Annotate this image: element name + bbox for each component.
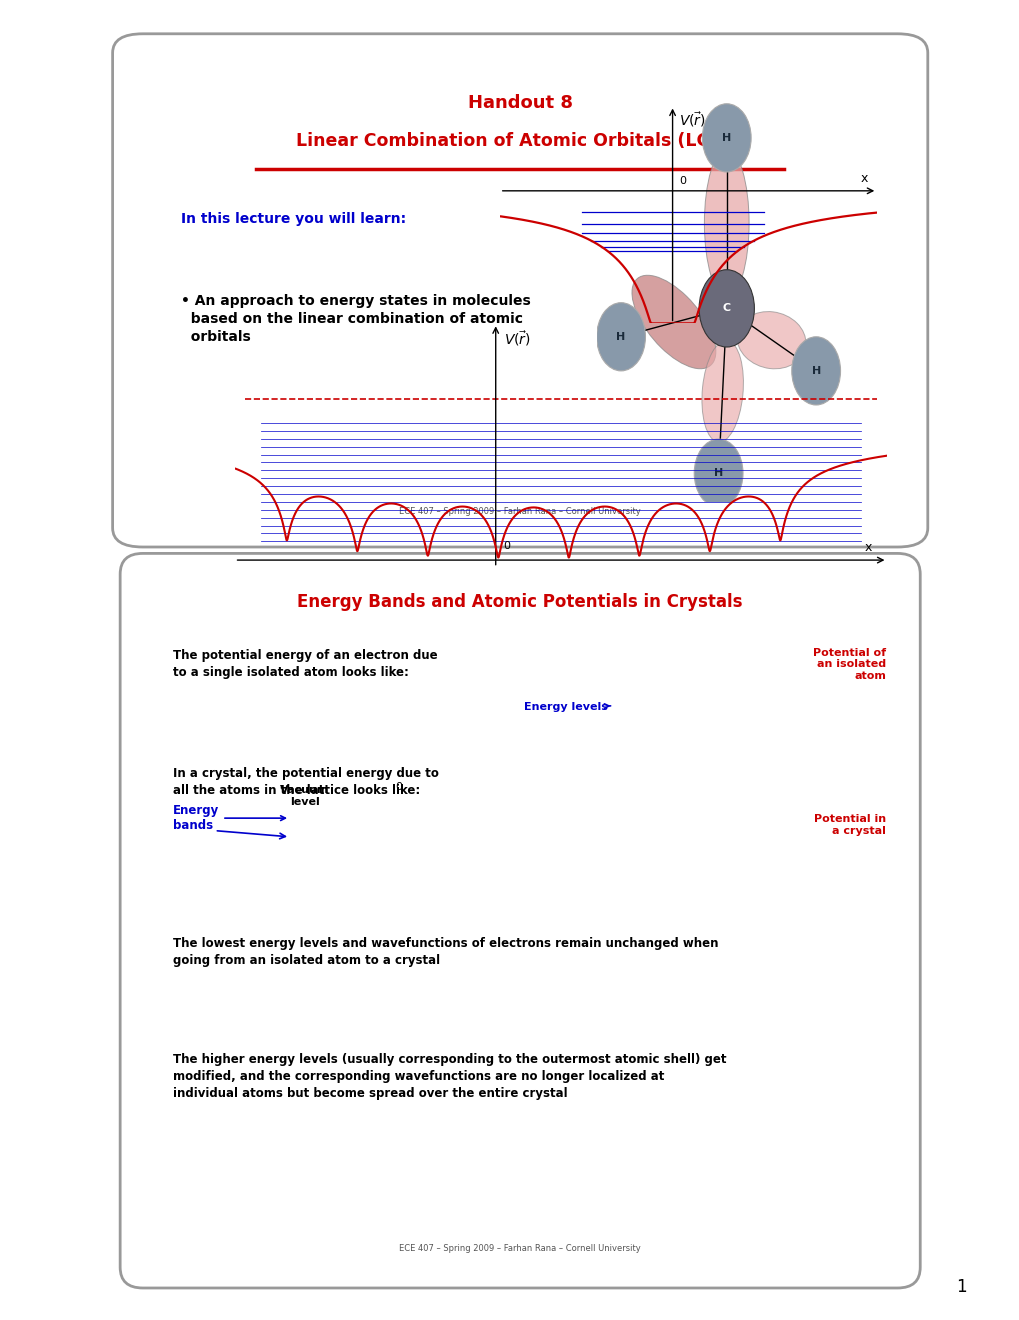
Text: Vacuum
level: Vacuum level [280,785,329,807]
Text: Potential of
an isolated
atom: Potential of an isolated atom [812,648,886,681]
Text: H: H [713,469,722,478]
Text: H: H [615,331,625,342]
Text: x: x [863,541,871,554]
FancyBboxPatch shape [120,553,919,1288]
Text: C: C [722,304,730,313]
Text: H: H [811,366,820,376]
Text: 0: 0 [679,176,686,186]
Text: In this lecture you will learn:: In this lecture you will learn: [180,213,406,226]
Text: H: H [721,133,731,143]
Text: Linear Combination of Atomic Orbitals (LCAO): Linear Combination of Atomic Orbitals (L… [296,132,744,149]
Text: 0: 0 [395,781,403,792]
Text: $V(\vec{r})$: $V(\vec{r})$ [503,329,530,347]
Text: Energy Bands and Atomic Potentials in Crystals: Energy Bands and Atomic Potentials in Cr… [298,593,742,611]
Text: The potential energy of an electron due
to a single isolated atom looks like:: The potential energy of an electron due … [173,649,437,680]
Text: ECE 407 – Spring 2009 – Farhan Rana – Cornell University: ECE 407 – Spring 2009 – Farhan Rana – Co… [398,1245,641,1254]
Text: ECE 407 – Spring 2009 – Farhan Rana – Cornell University: ECE 407 – Spring 2009 – Farhan Rana – Co… [398,507,641,516]
Text: • An approach to energy states in molecules
  based on the linear combination of: • An approach to energy states in molecu… [180,293,530,345]
Ellipse shape [632,276,715,368]
Ellipse shape [701,341,743,442]
Text: Energy levels: Energy levels [524,702,610,713]
Text: In a crystal, the potential energy due to
all the atoms in the lattice looks lik: In a crystal, the potential energy due t… [173,767,438,797]
Circle shape [596,302,645,371]
Text: 0: 0 [503,541,511,550]
Text: The higher energy levels (usually corresponding to the outermost atomic shell) g: The higher energy levels (usually corres… [173,1053,726,1100]
Text: Energy
bands: Energy bands [173,804,285,832]
Text: Handout 8: Handout 8 [468,94,572,112]
Text: $V(\vec{r})$: $V(\vec{r})$ [679,111,705,129]
Circle shape [791,337,840,405]
Text: 1: 1 [956,1278,966,1296]
Circle shape [698,269,754,347]
Ellipse shape [737,312,805,368]
FancyBboxPatch shape [112,34,927,546]
Ellipse shape [704,149,748,297]
Circle shape [694,440,742,507]
Text: Potential in
a crystal: Potential in a crystal [813,814,886,836]
Text: x: x [860,172,867,185]
Circle shape [702,104,750,172]
Text: The lowest energy levels and wavefunctions of electrons remain unchanged when
go: The lowest energy levels and wavefunctio… [173,937,717,966]
